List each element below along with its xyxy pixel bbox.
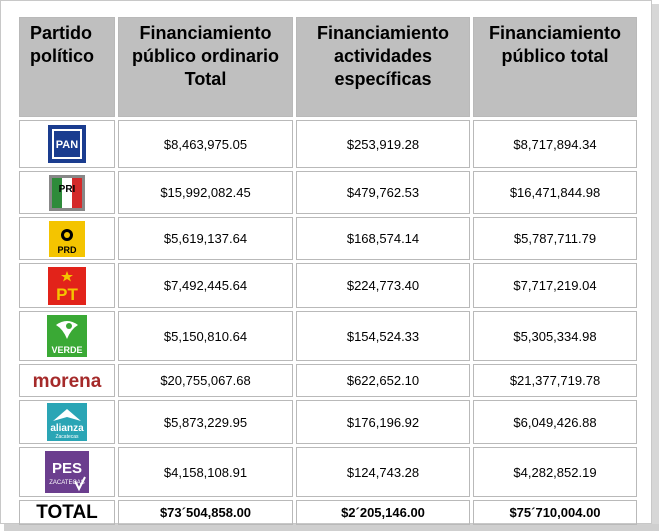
cell-especificas: $168,574.14 bbox=[296, 217, 470, 260]
cell-ordinario: $15,992,082.45 bbox=[118, 171, 293, 214]
cell-total: $7,717,219.04 bbox=[473, 263, 637, 308]
svg-text:PES: PES bbox=[52, 460, 82, 477]
total-ordinario: $73´504,858.00 bbox=[118, 500, 293, 525]
party-cell: PRI bbox=[19, 171, 115, 214]
alianza-logo-icon: alianza Zacatecas bbox=[47, 403, 87, 441]
party-cell: PRD bbox=[19, 217, 115, 260]
prd-logo-icon: PRD bbox=[49, 220, 85, 257]
header-row: Partido político Financiamiento público … bbox=[19, 17, 637, 117]
party-cell: morena bbox=[19, 364, 115, 397]
cell-ordinario: $5,619,137.64 bbox=[118, 217, 293, 260]
cell-especificas: $176,196.92 bbox=[296, 400, 470, 444]
svg-text:PAN: PAN bbox=[56, 139, 78, 151]
header-total: Financiamiento público total bbox=[473, 17, 637, 117]
frame-shadow-bottom bbox=[4, 524, 659, 531]
morena-logo-icon: morena bbox=[27, 370, 107, 392]
svg-text:Zacatecas: Zacatecas bbox=[55, 434, 79, 440]
header-especificas: Financiamiento actividades específicas bbox=[296, 17, 470, 117]
cell-especificas: $622,652.10 bbox=[296, 364, 470, 397]
svg-text:PRD: PRD bbox=[57, 245, 77, 255]
header-partido: Partido político bbox=[19, 17, 115, 117]
total-label: TOTAL bbox=[19, 500, 115, 525]
cell-especificas: $479,762.53 bbox=[296, 171, 470, 214]
pri-logo-icon: PRI bbox=[49, 174, 85, 211]
cell-total: $8,717,894.34 bbox=[473, 120, 637, 168]
pt-logo-icon: PT bbox=[48, 266, 86, 305]
total-total: $75´710,004.00 bbox=[473, 500, 637, 525]
cell-ordinario: $7,492,445.64 bbox=[118, 263, 293, 308]
party-cell: PES ZACATECAS bbox=[19, 447, 115, 497]
cell-total: $16,471,844.98 bbox=[473, 171, 637, 214]
verde-logo-icon: VERDE bbox=[47, 315, 87, 357]
party-cell: PT bbox=[19, 263, 115, 308]
cell-ordinario: $5,150,810.64 bbox=[118, 311, 293, 361]
table-row: alianza Zacatecas $5,873,229.95 $176,196… bbox=[19, 400, 637, 444]
cell-total: $5,305,334.98 bbox=[473, 311, 637, 361]
table-row: PES ZACATECAS $4,158,108.91 $124,743.28 … bbox=[19, 447, 637, 497]
cell-total: $5,787,711.79 bbox=[473, 217, 637, 260]
cell-especificas: $224,773.40 bbox=[296, 263, 470, 308]
cell-ordinario: $20,755,067.68 bbox=[118, 364, 293, 397]
pes-logo-icon: PES ZACATECAS bbox=[45, 451, 89, 493]
svg-text:ZACATECAS: ZACATECAS bbox=[49, 480, 85, 486]
cell-total: $6,049,426.88 bbox=[473, 400, 637, 444]
table-row: morena $20,755,067.68 $622,652.10 $21,37… bbox=[19, 364, 637, 397]
cell-especificas: $124,743.28 bbox=[296, 447, 470, 497]
svg-text:alianza: alianza bbox=[50, 423, 84, 434]
frame-shadow-right bbox=[652, 4, 659, 531]
svg-text:morena: morena bbox=[33, 371, 102, 392]
cell-ordinario: $8,463,975.05 bbox=[118, 120, 293, 168]
table-row: VERDE $5,150,810.64 $154,524.33 $5,305,3… bbox=[19, 311, 637, 361]
cell-especificas: $154,524.33 bbox=[296, 311, 470, 361]
svg-text:PT: PT bbox=[56, 285, 78, 304]
table-row: PRI $15,992,082.45 $479,762.53 $16,471,8… bbox=[19, 171, 637, 214]
pan-logo-icon: PAN bbox=[48, 125, 86, 163]
party-cell: PAN bbox=[19, 120, 115, 168]
financing-table: Partido político Financiamiento público … bbox=[16, 14, 640, 528]
party-cell: VERDE bbox=[19, 311, 115, 361]
total-especificas: $2´205,146.00 bbox=[296, 500, 470, 525]
table-row: PAN $8,463,975.05 $253,919.28 $8,717,894… bbox=[19, 120, 637, 168]
party-cell: alianza Zacatecas bbox=[19, 400, 115, 444]
svg-text:VERDE: VERDE bbox=[51, 345, 82, 355]
cell-ordinario: $5,873,229.95 bbox=[118, 400, 293, 444]
cell-especificas: $253,919.28 bbox=[296, 120, 470, 168]
total-row: TOTAL $73´504,858.00 $2´205,146.00 $75´7… bbox=[19, 500, 637, 525]
cell-total: $21,377,719.78 bbox=[473, 364, 637, 397]
table-row: PT $7,492,445.64 $224,773.40 $7,717,219.… bbox=[19, 263, 637, 308]
table-row: PRD $5,619,137.64 $168,574.14 $5,787,711… bbox=[19, 217, 637, 260]
cell-total: $4,282,852.19 bbox=[473, 447, 637, 497]
svg-text:PRI: PRI bbox=[59, 184, 76, 195]
cell-ordinario: $4,158,108.91 bbox=[118, 447, 293, 497]
header-ordinario: Financiamiento público ordinario Total bbox=[118, 17, 293, 117]
